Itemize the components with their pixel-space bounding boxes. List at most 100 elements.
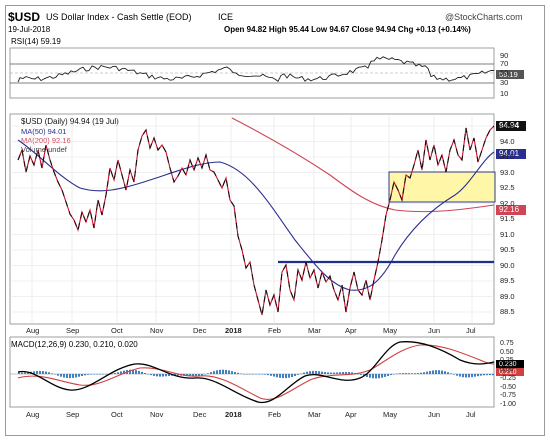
macd-histogram-bar bbox=[486, 374, 488, 376]
macd-histogram-bar bbox=[228, 370, 230, 374]
macd-histogram-bar bbox=[213, 371, 215, 374]
ma50-series bbox=[17, 139, 495, 291]
macd-histogram-bar bbox=[294, 374, 296, 376]
macd-histogram-bar bbox=[24, 372, 26, 374]
price-axis-tick: 90.0 bbox=[500, 260, 515, 270]
macd-histogram-bar bbox=[99, 374, 101, 375]
rsi-axis-tick: 50 bbox=[500, 68, 509, 77]
macd-histogram-bar bbox=[393, 374, 395, 375]
price-axis-tick: 89.0 bbox=[500, 291, 515, 301]
macd-axis-tick: 0.00 bbox=[500, 366, 514, 374]
volume-legend: Volume undef bbox=[21, 145, 67, 154]
x-axis-label: Oct bbox=[111, 410, 123, 419]
macd-histogram-bar bbox=[333, 372, 335, 374]
macd-histogram-bar bbox=[156, 374, 158, 377]
macd-histogram-bar bbox=[96, 374, 98, 375]
ma50-tag bbox=[496, 149, 526, 159]
macd-histogram-bar bbox=[456, 374, 458, 376]
macd-histogram-bar bbox=[153, 374, 155, 376]
macd-histogram-bar bbox=[36, 371, 38, 374]
macd-histogram-bar bbox=[75, 374, 77, 378]
macd-histogram-bar bbox=[168, 374, 170, 377]
macd-histogram-bar bbox=[411, 373, 413, 374]
stockcharts-watermark: @StockCharts.com bbox=[445, 12, 523, 22]
ma200-tag-text: 92.16 bbox=[499, 205, 520, 214]
price-axis-tick: 89.5 bbox=[500, 276, 515, 285]
macd-histogram-bar bbox=[117, 372, 119, 374]
macd-histogram-bar bbox=[192, 374, 194, 377]
ma200-tag bbox=[496, 205, 526, 215]
x-axis-label: Apr bbox=[345, 410, 357, 419]
macd-histogram-bar bbox=[345, 371, 347, 374]
macd-axis-tick: -1.00 bbox=[500, 400, 516, 408]
x-axis-label: Oct bbox=[111, 326, 123, 335]
macd-histogram-bar bbox=[477, 374, 479, 377]
macd-axis-tick: -0.25 bbox=[500, 374, 516, 382]
macd-histogram-bar bbox=[318, 371, 320, 374]
macd-histogram-bar bbox=[237, 372, 239, 374]
macd-histogram-bar bbox=[492, 374, 494, 376]
macd-histogram-bar bbox=[357, 373, 359, 375]
macd-histogram-bar bbox=[402, 373, 404, 374]
macd-histogram-bar bbox=[471, 374, 473, 378]
macd-panel-border bbox=[9, 336, 495, 408]
macd-histogram-bar bbox=[48, 372, 50, 374]
macd-histogram-bar bbox=[135, 370, 137, 374]
chart-date: 19-Jul-2018 bbox=[8, 25, 51, 34]
macd-histogram-bar bbox=[300, 373, 302, 375]
macd-histogram-bar bbox=[114, 373, 116, 374]
x-axis-label: Aug bbox=[26, 326, 40, 335]
x-axis-label: Mar bbox=[308, 410, 321, 419]
macd-axis-tick: 0.25 bbox=[500, 357, 514, 365]
macd-histogram-bar bbox=[306, 371, 308, 374]
macd-histogram-bar bbox=[174, 374, 176, 376]
x-axis-label: Nov bbox=[150, 326, 164, 335]
macd-histogram-bar bbox=[69, 374, 71, 379]
close-price-tag-text: 94.94 bbox=[499, 121, 520, 130]
macd-histogram-bar bbox=[60, 374, 62, 377]
macd-histogram-bar bbox=[315, 370, 317, 374]
x-axis-label: May bbox=[383, 326, 398, 335]
macd-histogram-bar bbox=[66, 374, 68, 378]
macd-histogram-bar bbox=[267, 374, 269, 376]
signal-tag bbox=[496, 368, 524, 376]
macd-line bbox=[17, 341, 495, 404]
macd-axis-tick: -0.75 bbox=[500, 392, 516, 400]
macd-histogram-bar bbox=[474, 374, 476, 377]
quote-summary: Open 94.82 High 95.44 Low 94.67 Close 94… bbox=[224, 25, 471, 34]
macd-histogram-bar bbox=[27, 372, 29, 374]
macd-label: MACD(12,26,9) 0.230, 0.210, 0.020 bbox=[11, 340, 138, 349]
macd-histogram-bar bbox=[63, 374, 65, 378]
macd-histogram-bar bbox=[81, 374, 83, 377]
x-axis-label: Jun bbox=[428, 326, 441, 335]
macd-histogram-bar bbox=[441, 370, 443, 374]
macd-histogram-bar bbox=[297, 374, 299, 375]
macd-histogram-bar bbox=[432, 370, 434, 374]
macd-histogram-bar bbox=[369, 374, 371, 378]
macd-histogram-bar bbox=[447, 372, 449, 374]
ma50-legend: MA(50) 94.01 bbox=[21, 127, 67, 136]
macd-histogram-bar bbox=[273, 374, 275, 377]
x-axis-label: Nov bbox=[150, 410, 164, 419]
price-axis-tick: 93.5 bbox=[500, 152, 515, 161]
x-axis-label: Jul bbox=[466, 410, 476, 419]
macd-histogram-bar bbox=[252, 374, 254, 375]
ma200-series bbox=[231, 117, 495, 213]
macd-histogram-bar bbox=[57, 374, 59, 376]
macd-histogram-bar bbox=[417, 373, 419, 374]
macd-histogram-bar bbox=[87, 374, 89, 375]
ma50-tag-text: 94.01 bbox=[499, 149, 520, 158]
x-axis-label: 2018 bbox=[225, 326, 242, 335]
x-axis-label: Feb bbox=[268, 410, 281, 419]
x-axis-label: Mar bbox=[308, 326, 321, 335]
price-axis-tick: 88.5 bbox=[500, 307, 515, 316]
macd-histogram-bar bbox=[33, 371, 35, 374]
macd-signal bbox=[17, 344, 495, 400]
macd-histogram-bar bbox=[276, 374, 278, 378]
macd-histogram-bar bbox=[54, 374, 56, 375]
price-axis-tick: 94.5 bbox=[500, 121, 515, 130]
macd-histogram-bar bbox=[150, 374, 152, 376]
macd-histogram-bar bbox=[144, 372, 146, 374]
x-axis-label: Sep bbox=[66, 410, 80, 419]
macd-histogram-bar bbox=[423, 372, 425, 374]
